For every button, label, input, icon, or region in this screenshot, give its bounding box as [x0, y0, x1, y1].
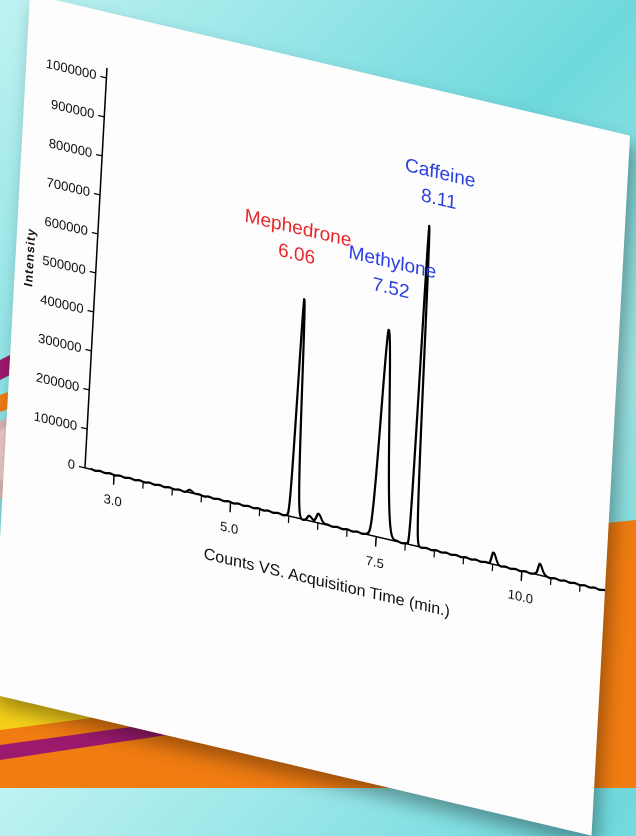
peak-label-methylone: Methylone [348, 242, 437, 283]
chromatogram-trace [91, 150, 630, 593]
x-tick-label: 3.0 [103, 491, 122, 510]
y-tick-label: 1000000 [45, 56, 96, 83]
y-tick [92, 232, 98, 233]
peak-label-caffeine: Caffeine [404, 155, 476, 192]
y-axis-line [85, 68, 107, 468]
y-tick [88, 310, 94, 311]
y-tick-label: 0 [67, 456, 75, 472]
y-tick-label: 500000 [42, 252, 86, 277]
y-tick-label: 700000 [46, 174, 90, 199]
x-tick-label: 7.5 [365, 553, 384, 572]
y-tick [81, 427, 87, 428]
y-tick [90, 271, 96, 272]
y-tick [85, 349, 91, 350]
y-tick-label: 800000 [48, 135, 92, 160]
y-tick-label: 200000 [36, 369, 80, 394]
y-tick [98, 115, 104, 116]
y-tick-label: 300000 [38, 330, 82, 355]
x-tick-label: 10.0 [507, 586, 533, 607]
y-tick [100, 76, 106, 77]
y-tick-label: 400000 [40, 291, 84, 316]
y-tick [94, 193, 100, 194]
x-tick [376, 537, 377, 547]
y-axis-title: Intensity [21, 227, 38, 289]
y-tick-label: 900000 [51, 96, 95, 121]
peak-rt-methylone: 7.52 [372, 274, 410, 303]
y-tick [96, 154, 102, 155]
x-tick-label: 5.0 [220, 518, 239, 537]
peak-rt-mephedrone: 6.06 [278, 240, 316, 269]
plot-area: 0 100000 200000 300000 400000 500000 600000 700… [23, 54, 630, 629]
y-tick [83, 388, 89, 389]
peak-rt-caffeine: 8.11 [420, 185, 457, 214]
y-tick-label: 100000 [33, 408, 77, 433]
x-axis-title: Counts VS. Acquisition Time (min.) [203, 545, 450, 621]
y-tick-label: 600000 [44, 213, 88, 238]
x-tick [521, 571, 522, 581]
x-tick [230, 502, 231, 512]
y-tick [79, 466, 85, 467]
